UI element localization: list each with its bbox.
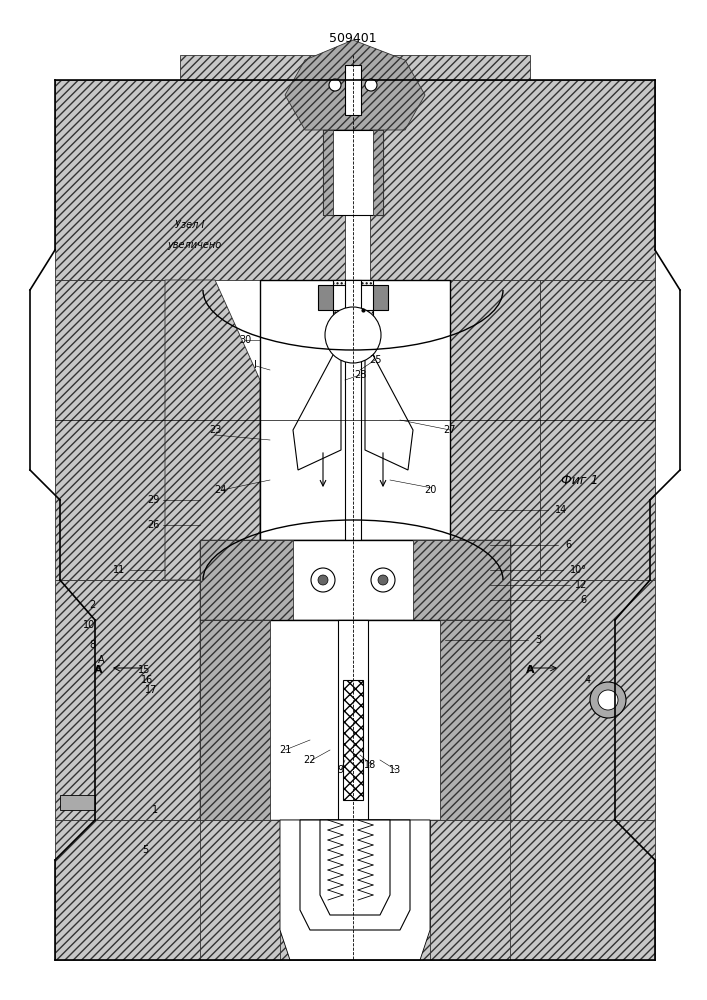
Text: A: A <box>526 665 534 675</box>
Text: 30: 30 <box>239 335 251 345</box>
Text: 4: 4 <box>585 675 591 685</box>
Text: I: I <box>254 360 257 370</box>
Polygon shape <box>440 620 510 820</box>
Text: 1: 1 <box>152 805 158 815</box>
Text: 509401: 509401 <box>329 31 377 44</box>
Bar <box>200 620 510 820</box>
Polygon shape <box>55 580 200 820</box>
Bar <box>343 680 363 800</box>
Polygon shape <box>293 340 341 470</box>
Text: 16: 16 <box>141 675 153 685</box>
Text: 29: 29 <box>148 495 160 505</box>
Text: увеличено: увеличено <box>167 240 221 250</box>
Polygon shape <box>370 80 655 280</box>
Text: A: A <box>94 665 103 675</box>
Text: Фиг 1: Фиг 1 <box>561 474 599 487</box>
Polygon shape <box>510 580 655 820</box>
Text: 17: 17 <box>145 685 157 695</box>
Bar <box>260 280 450 540</box>
Polygon shape <box>300 820 410 930</box>
Polygon shape <box>373 130 383 215</box>
Text: 26: 26 <box>148 520 160 530</box>
Polygon shape <box>200 620 270 820</box>
Polygon shape <box>55 820 655 960</box>
Bar <box>338 620 368 820</box>
Polygon shape <box>413 540 510 620</box>
Text: A: A <box>98 655 105 665</box>
Polygon shape <box>430 820 510 960</box>
Text: Узел I: Узел I <box>175 220 204 230</box>
Polygon shape <box>200 540 293 620</box>
Circle shape <box>329 79 341 91</box>
Circle shape <box>325 307 381 363</box>
Text: 6: 6 <box>580 595 586 605</box>
Bar <box>333 280 373 360</box>
Polygon shape <box>55 280 165 580</box>
Bar <box>345 280 361 540</box>
Text: 27: 27 <box>444 425 456 435</box>
Text: 9: 9 <box>337 765 343 775</box>
Text: 3: 3 <box>535 635 541 645</box>
Polygon shape <box>55 80 345 280</box>
Text: 2: 2 <box>89 600 95 610</box>
Circle shape <box>311 568 335 592</box>
Bar <box>200 540 510 620</box>
Text: 11: 11 <box>112 565 125 575</box>
Bar <box>345 65 361 115</box>
Text: 22: 22 <box>304 755 316 765</box>
Polygon shape <box>320 820 390 915</box>
Polygon shape <box>280 820 430 960</box>
Polygon shape <box>200 820 280 960</box>
Text: 21: 21 <box>279 745 291 755</box>
Bar <box>323 130 383 215</box>
Text: 10: 10 <box>83 620 95 630</box>
Text: 15: 15 <box>138 665 150 675</box>
Polygon shape <box>365 340 413 470</box>
Circle shape <box>318 575 328 585</box>
Text: 13: 13 <box>389 765 401 775</box>
Bar <box>333 285 373 310</box>
Text: 10°: 10° <box>570 565 587 575</box>
Text: 5: 5 <box>142 845 148 855</box>
Text: 23: 23 <box>209 425 221 435</box>
Polygon shape <box>323 130 333 215</box>
Text: 14: 14 <box>555 505 567 515</box>
Circle shape <box>371 568 395 592</box>
Polygon shape <box>285 40 425 130</box>
Polygon shape <box>180 55 530 130</box>
Circle shape <box>590 682 626 718</box>
Polygon shape <box>165 280 260 580</box>
Polygon shape <box>445 280 540 580</box>
Circle shape <box>378 575 388 585</box>
Bar <box>60 795 95 810</box>
Bar <box>318 285 388 310</box>
Circle shape <box>598 690 618 710</box>
Text: 20: 20 <box>423 485 436 495</box>
Text: 25: 25 <box>369 355 381 365</box>
Text: 24: 24 <box>214 485 226 495</box>
Text: 28: 28 <box>354 370 366 380</box>
Text: 6: 6 <box>565 540 571 550</box>
Text: 12: 12 <box>575 580 588 590</box>
Polygon shape <box>540 280 655 580</box>
Circle shape <box>365 79 377 91</box>
Text: 18: 18 <box>364 760 376 770</box>
Text: 8: 8 <box>89 640 95 650</box>
